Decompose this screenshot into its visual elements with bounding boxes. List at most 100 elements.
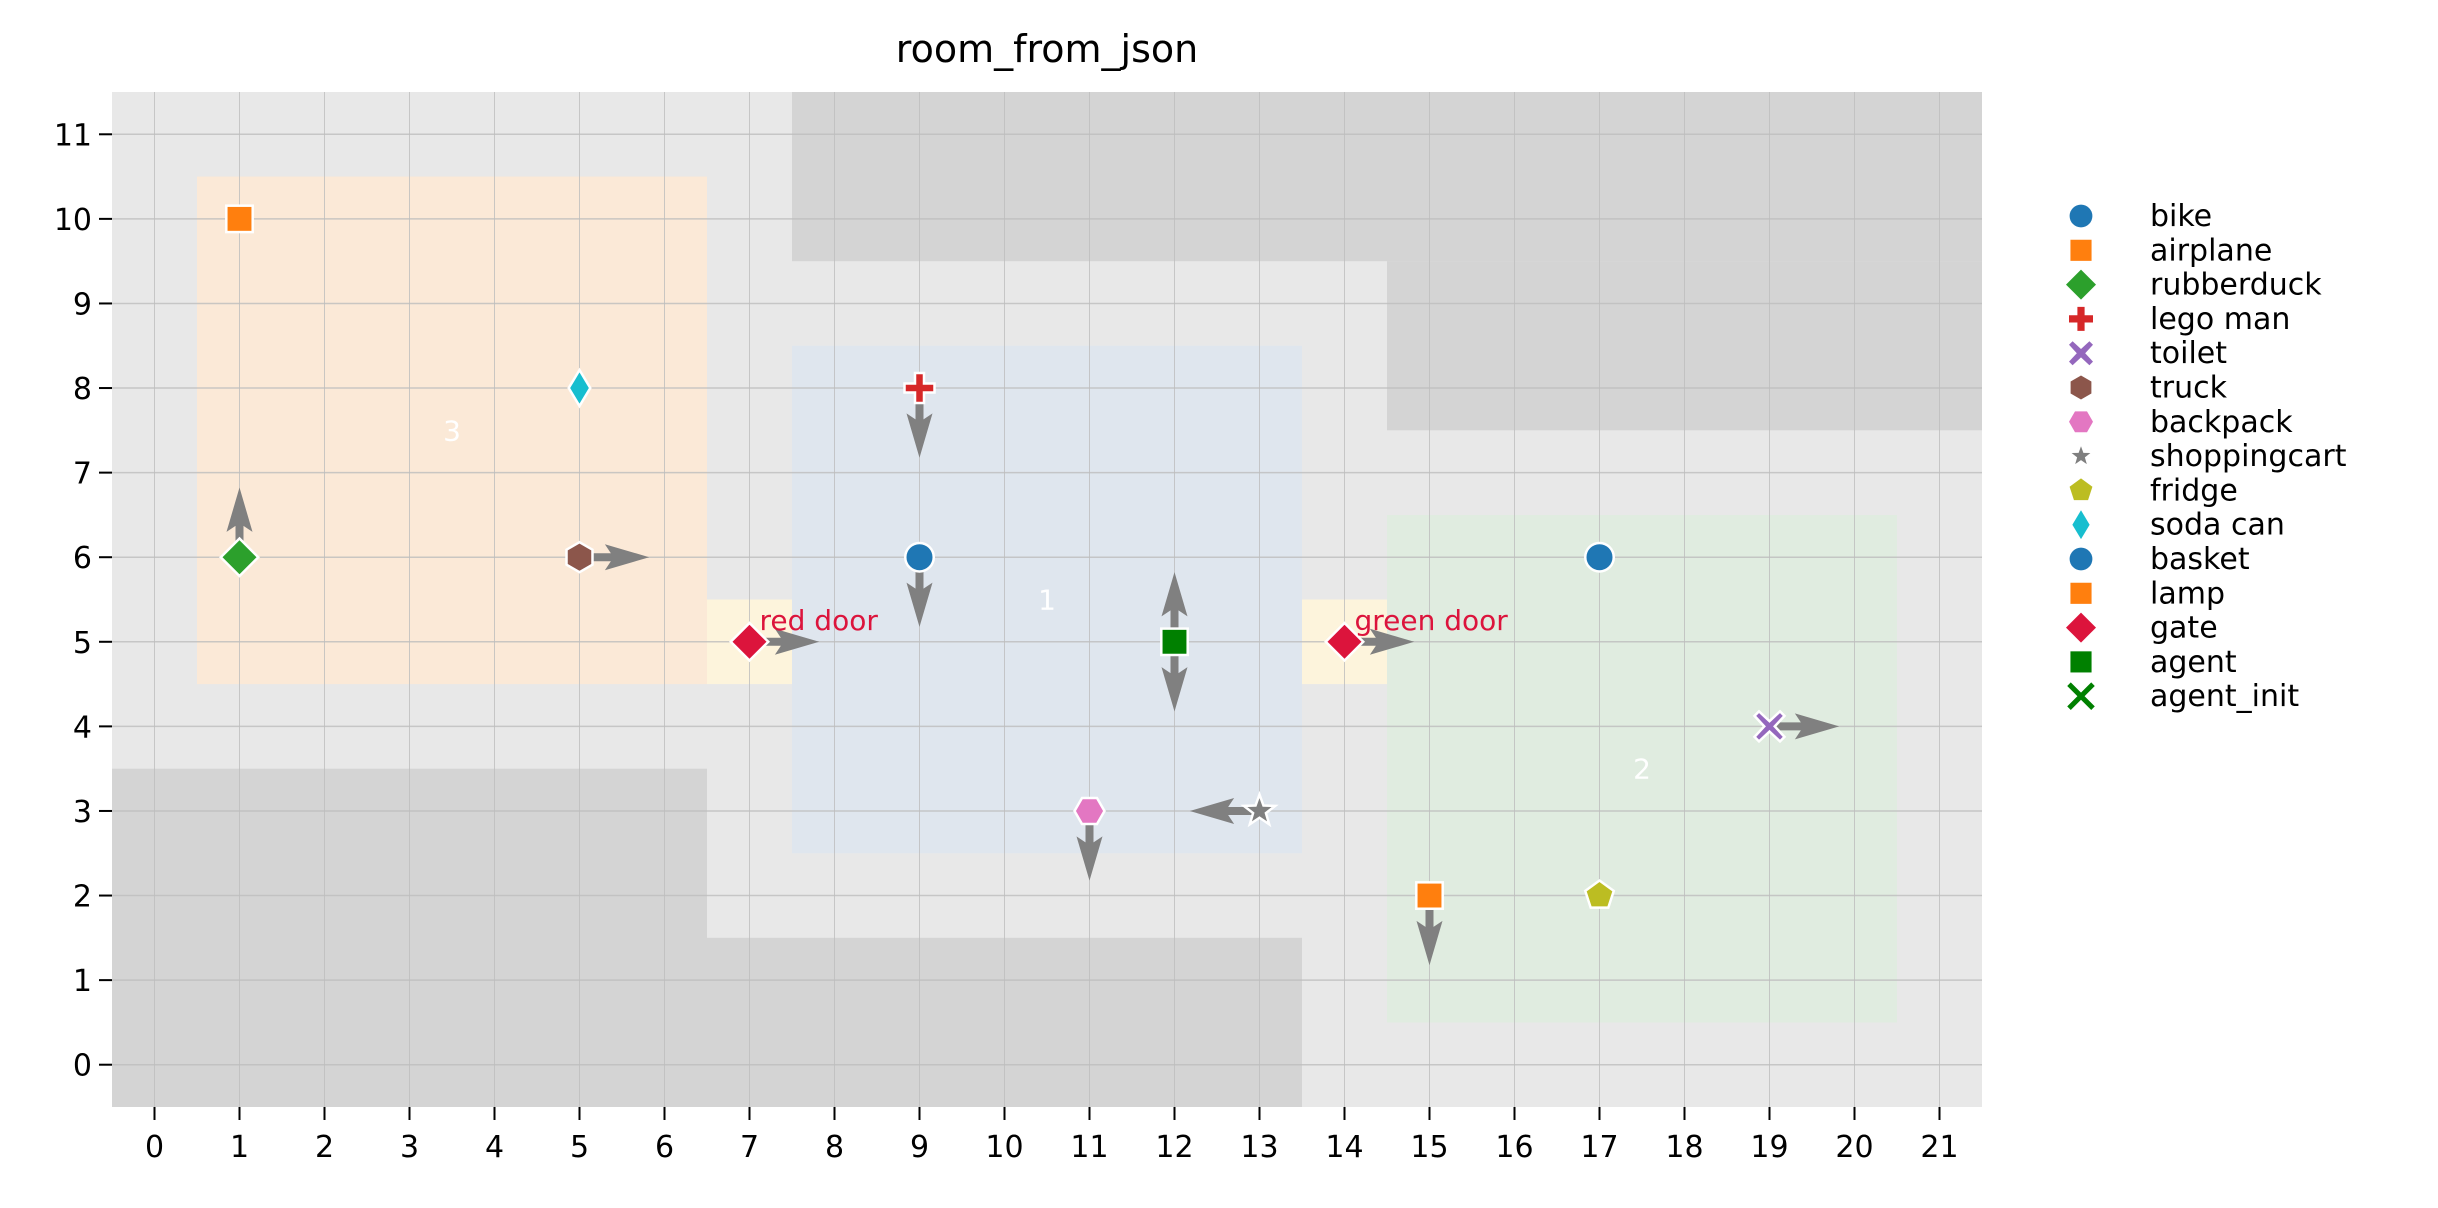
legend-marker-bike — [2069, 204, 2093, 228]
marker-rubberduck — [218, 536, 261, 578]
legend-label: airplane — [2150, 233, 2272, 268]
x-tick-label: 21 — [1920, 1130, 1958, 1165]
x-tick-label: 15 — [1410, 1130, 1448, 1165]
door-label: green door — [1355, 604, 1509, 637]
y-tick-label: 1 — [73, 964, 92, 999]
x-tick-label: 3 — [400, 1130, 419, 1165]
legend-label: rubberduck — [2150, 268, 2322, 303]
room-2 — [1387, 514, 1897, 1023]
marker-lego-man — [903, 371, 936, 405]
arrow-right-icon — [579, 544, 650, 571]
x-tick-label: 10 — [985, 1130, 1023, 1165]
arrow-down-icon — [1161, 641, 1188, 712]
marker-agent — [1160, 627, 1189, 657]
legend-marker-basket — [2069, 547, 2093, 571]
x-tick-label: 6 — [655, 1130, 674, 1165]
arrow-right-icon — [1344, 628, 1415, 655]
arrow-down-icon — [906, 388, 933, 458]
legend-marker-airplane — [2070, 239, 2092, 261]
x-tick-label: 17 — [1580, 1130, 1618, 1165]
arrow-down-icon — [1416, 895, 1443, 966]
wall — [792, 92, 1982, 262]
legend-label: backpack — [2150, 405, 2293, 440]
plot-area: 0 1 2 3 4 5 6 7 8 9 10 11 12 13 14 15 16 17 18 19 20 21012345… — [54, 92, 1982, 1165]
x-tick-label: 13 — [1240, 1130, 1278, 1165]
x-tick-label: 0 — [145, 1130, 164, 1165]
legend-marker-toilet — [2069, 341, 2093, 366]
legend-marker-agent_init — [2067, 682, 2095, 710]
x-tick-label: 9 — [910, 1130, 929, 1165]
legend-marker-lego-man — [2069, 306, 2093, 331]
marker-backpack — [1073, 796, 1106, 826]
y-tick-label: 5 — [73, 626, 92, 661]
legend-marker-fridge — [2069, 478, 2093, 501]
marker-bike — [904, 541, 935, 573]
room-1 — [792, 345, 1302, 854]
y-tick-label: 2 — [73, 880, 92, 915]
room-3 — [197, 176, 707, 685]
legend-label: truck — [2150, 371, 2228, 406]
legend-label: basket — [2150, 542, 2250, 577]
y-tick-label: 0 — [73, 1049, 92, 1084]
x-tick-label: 1 — [230, 1130, 249, 1165]
y-tick-label: 4 — [73, 710, 92, 745]
marker-truck — [565, 540, 594, 574]
marker-gate — [728, 621, 771, 663]
x-tick-label: 4 — [485, 1130, 504, 1165]
marker-fridge — [1583, 878, 1616, 909]
arrow-up-icon — [1161, 572, 1188, 642]
x-tick-label: 7 — [740, 1130, 759, 1165]
legend-label: shoppingcart — [2150, 439, 2347, 474]
arrow-right-icon — [749, 628, 820, 655]
marker-toilet — [1752, 709, 1787, 744]
door-label: red door — [760, 604, 879, 637]
legend-label: gate — [2150, 611, 2218, 646]
arrow-left-icon — [1189, 797, 1260, 824]
y-tick-label: 10 — [54, 203, 92, 238]
legend-label: lego man — [2150, 302, 2290, 337]
y-tick-label: 6 — [73, 541, 92, 576]
arrow-up-icon — [226, 487, 253, 558]
x-tick-label: 19 — [1750, 1130, 1788, 1165]
y-tick-label: 3 — [73, 795, 92, 830]
marker-lamp — [1415, 881, 1444, 910]
y-tick-label: 11 — [54, 118, 92, 153]
legend-label: bike — [2150, 199, 2212, 234]
marker-airplane — [225, 204, 254, 234]
legend-marker-lamp — [2070, 582, 2092, 604]
legend-marker-backpack — [2069, 411, 2093, 433]
room-label: 2 — [1633, 753, 1651, 786]
x-tick-label: 5 — [570, 1130, 589, 1165]
legend-label: lamp — [2150, 576, 2225, 611]
x-tick-label: 16 — [1495, 1130, 1533, 1165]
legend-marker-shoppingcart — [2071, 446, 2091, 465]
x-tick-label: 2 — [315, 1130, 334, 1165]
legend-marker-truck — [2070, 375, 2092, 400]
arrow-down-icon — [906, 557, 933, 627]
legend-marker-gate — [2066, 612, 2096, 643]
room-label: 1 — [1038, 584, 1056, 617]
x-tick-label: 18 — [1665, 1130, 1703, 1165]
x-tick-label: 12 — [1155, 1130, 1193, 1165]
x-tick-label: 20 — [1835, 1130, 1873, 1165]
legend-label: agent_init — [2150, 679, 2299, 714]
arrow-down-icon — [1076, 810, 1103, 881]
x-tick-label: 14 — [1325, 1130, 1363, 1165]
legend-label: agent — [2150, 645, 2237, 680]
y-tick-label: 9 — [73, 287, 92, 322]
chart-title: room_from_json — [896, 27, 1198, 71]
legend-label: soda can — [2150, 508, 2285, 543]
x-tick-label: 8 — [825, 1130, 844, 1165]
legend-label: fridge — [2150, 473, 2238, 508]
legend-marker-soda-can — [2072, 510, 2090, 540]
marker-gate — [1323, 621, 1366, 663]
legend-marker-agent — [2070, 651, 2092, 673]
marker-shoppingcart — [1240, 790, 1279, 828]
legend-label: toilet — [2150, 336, 2227, 371]
room-label: 3 — [443, 414, 461, 447]
arrow-right-icon — [1769, 713, 1840, 740]
marker-soda-can — [567, 367, 592, 409]
marker-basket — [1584, 541, 1615, 573]
